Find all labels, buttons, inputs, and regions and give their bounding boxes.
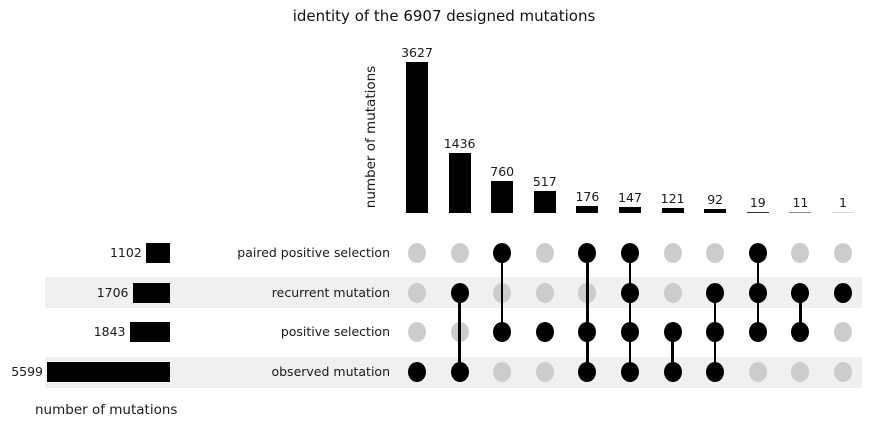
intersection-bar-value: 147: [618, 189, 642, 205]
intersection-bar: [661, 207, 684, 213]
matrix-connector-line: [799, 292, 802, 333]
intersection-bar-value: 517: [532, 174, 557, 190]
matrix-dot-active: [408, 362, 426, 382]
intersection-bar: [746, 212, 769, 213]
matrix-dot-inactive: [791, 243, 810, 263]
matrix-dot-inactive: [663, 282, 682, 303]
intersection-bar-value: 121: [660, 190, 685, 206]
set-size-value: 1706: [96, 284, 129, 300]
intersection-bar-value: 11: [792, 195, 809, 210]
intersection-axis-label: number of mutations: [363, 65, 379, 209]
matrix-connector-line: [628, 253, 632, 372]
matrix-dot-inactive: [408, 322, 426, 343]
matrix-dot-active: [621, 362, 639, 382]
set-size-bar: [145, 243, 170, 263]
matrix-connector-line: [713, 292, 717, 372]
intersection-bar: [832, 212, 854, 213]
matrix-dot-inactive: [535, 362, 554, 382]
matrix-dot-active: [578, 362, 597, 382]
intersection-bar: [619, 206, 641, 213]
matrix-dot-inactive: [408, 243, 426, 263]
set-size-bar: [129, 322, 170, 343]
matrix-dot-inactive: [834, 322, 852, 343]
set-axis-label: number of mutations: [35, 402, 178, 418]
set-row-label: paired positive selection: [237, 245, 390, 260]
matrix-dot-inactive: [834, 362, 852, 382]
matrix-dot-active: [663, 362, 682, 382]
intersection-bar: [406, 62, 428, 213]
set-row-label: positive selection: [280, 324, 390, 340]
matrix-dot-active: [450, 362, 469, 382]
matrix-dot-inactive: [748, 362, 767, 382]
intersection-bar-value: 19: [749, 195, 766, 210]
set-size-bar: [132, 282, 170, 303]
set-row-label: recurrent mutation: [271, 284, 390, 300]
intersection-bar: [448, 153, 471, 213]
matrix-dot-active: [834, 282, 852, 303]
set-size-value: 1843: [93, 324, 126, 340]
intersection-bar-value: 1: [839, 195, 847, 210]
matrix-dot-active: [535, 322, 554, 343]
matrix-dot-inactive: [663, 243, 682, 263]
matrix-dot-inactive: [450, 243, 469, 263]
intersection-bar: [491, 181, 514, 213]
matrix-connector-line: [671, 332, 674, 372]
matrix-connector-line: [586, 253, 589, 372]
intersection-bar-value: 1436: [443, 136, 476, 152]
matrix-dot-inactive: [706, 243, 725, 263]
matrix-dot-inactive: [493, 362, 512, 382]
intersection-bar: [704, 209, 727, 213]
matrix-connector-line: [458, 292, 461, 372]
matrix-connector-line: [756, 253, 760, 333]
intersection-bar: [576, 205, 599, 213]
set-size-bar: [47, 362, 170, 382]
matrix-dot-active: [493, 322, 512, 343]
matrix-dot-inactive: [408, 282, 426, 303]
set-size-value: 5599: [11, 364, 43, 379]
chart-title: identity of the 6907 designed mutations: [292, 7, 596, 25]
matrix-dot-active: [748, 322, 767, 343]
matrix-dot-inactive: [535, 282, 554, 303]
intersection-bar: [789, 212, 812, 213]
matrix-dot-inactive: [834, 243, 852, 263]
matrix-dot-active: [791, 322, 810, 343]
set-size-value: 1102: [109, 245, 142, 260]
matrix-dot-inactive: [791, 362, 810, 382]
matrix-dot-inactive: [535, 243, 554, 263]
intersection-bar: [533, 191, 556, 213]
intersection-bar-value: 3627: [401, 45, 433, 60]
intersection-bar-value: 92: [707, 192, 724, 208]
set-row-label: observed mutation: [271, 364, 390, 379]
matrix-dot-active: [706, 362, 725, 382]
intersection-bar-value: 760: [490, 164, 515, 180]
intersection-bar-value: 176: [575, 188, 600, 204]
matrix-connector-line: [500, 253, 504, 333]
